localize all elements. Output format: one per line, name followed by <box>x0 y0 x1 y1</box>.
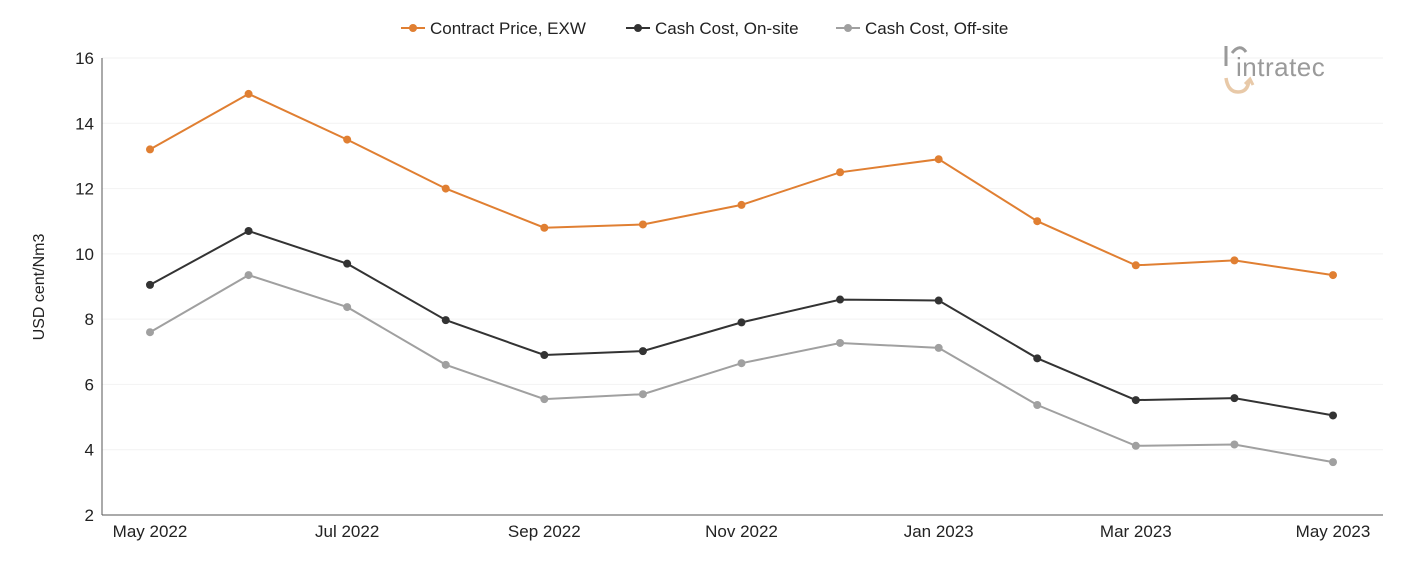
data-point <box>540 223 549 232</box>
y-tick-label: 6 <box>85 375 94 394</box>
y-tick-label: 16 <box>75 49 94 68</box>
legend-label: Cash Cost, On-site <box>655 19 799 38</box>
logo-text: intratec <box>1236 52 1325 82</box>
y-tick-label: 14 <box>75 114 94 133</box>
x-tick-label: Jan 2023 <box>904 522 974 541</box>
y-tick-label: 8 <box>85 310 94 329</box>
data-point <box>441 184 450 193</box>
data-point <box>638 390 647 399</box>
data-point <box>934 296 943 305</box>
data-point <box>638 220 647 229</box>
data-point <box>1033 354 1042 363</box>
data-point <box>146 145 154 154</box>
data-point <box>934 155 943 164</box>
legend-item: Cash Cost, On-site <box>626 19 799 38</box>
legend: Contract Price, EXW Cash Cost, On-site Cas… <box>401 19 1008 38</box>
y-tick-label: 2 <box>85 506 94 525</box>
x-tick-label: Jul 2022 <box>315 522 379 541</box>
x-tick-label: Mar 2023 <box>1100 522 1172 541</box>
data-point <box>737 318 746 327</box>
data-point <box>244 271 253 280</box>
logo-mark-icon <box>1224 46 1255 94</box>
gridlines <box>102 57 1383 451</box>
x-tick-label: May 2022 <box>113 522 188 541</box>
legend-label: Cash Cost, Off-site <box>865 19 1008 38</box>
y-tick-label: 10 <box>75 245 94 264</box>
series-2 <box>146 227 1337 420</box>
data-point <box>540 351 549 360</box>
legend-label: Contract Price, EXW <box>430 19 586 38</box>
data-point <box>638 347 647 356</box>
intratec-logo: intratec <box>1224 46 1325 94</box>
data-point <box>836 338 845 347</box>
y-axis-ticks: 2 4 6 8 10 12 14 16 <box>75 49 94 525</box>
series-3 <box>146 271 1337 467</box>
data-point <box>1230 256 1239 265</box>
legend-item: Contract Price, EXW <box>401 19 586 38</box>
data-point <box>934 343 943 352</box>
x-tick-label: Sep 2022 <box>508 522 581 541</box>
data-point <box>737 200 746 209</box>
x-tick-label: May 2023 <box>1296 522 1371 541</box>
legend-marker <box>409 24 417 32</box>
data-point <box>836 168 845 177</box>
data-point <box>1131 441 1140 450</box>
data-point <box>441 316 450 325</box>
data-point <box>441 360 450 369</box>
data-point <box>244 227 253 236</box>
data-point <box>1033 217 1042 226</box>
data-point <box>1131 396 1140 405</box>
series-lines <box>146 89 1337 467</box>
data-point <box>146 328 154 337</box>
data-point <box>1131 261 1140 270</box>
data-point <box>1329 458 1337 467</box>
series-1 <box>146 89 1337 280</box>
data-point <box>1329 411 1337 420</box>
x-tick-label: Nov 2022 <box>705 522 778 541</box>
data-point <box>1329 271 1337 280</box>
data-point <box>737 359 746 368</box>
legend-marker <box>844 24 852 32</box>
data-point <box>1033 400 1042 409</box>
y-axis-label: USD cent/Nm3 <box>31 234 48 341</box>
legend-item: Cash Cost, Off-site <box>836 19 1008 38</box>
data-point <box>146 280 154 289</box>
data-point <box>540 395 549 404</box>
data-point <box>1230 440 1239 449</box>
legend-marker <box>634 24 642 32</box>
data-point <box>244 89 253 98</box>
data-point <box>343 135 352 144</box>
axes <box>101 58 1383 516</box>
x-axis-ticks: May 2022 Jul 2022 Sep 2022 Nov 2022 Jan 2023… <box>113 522 1371 541</box>
data-point <box>343 303 352 312</box>
y-tick-label: 12 <box>75 180 94 199</box>
series-line <box>149 274 1334 464</box>
data-point <box>1230 394 1239 403</box>
data-point <box>343 259 352 268</box>
data-point <box>836 295 845 304</box>
y-tick-label: 4 <box>85 441 94 460</box>
series-line <box>149 92 1334 277</box>
